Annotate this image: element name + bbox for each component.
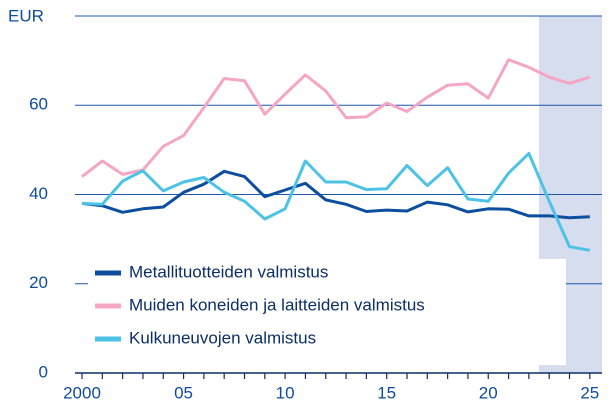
- legend-label: Muiden koneiden ja laitteiden valmistus: [129, 295, 425, 314]
- x-tick-label: 2000: [63, 383, 101, 402]
- legend-label: Metallituotteiden valmistus: [129, 262, 328, 281]
- y-tick-label: 20: [29, 273, 48, 292]
- x-tick-label: 05: [174, 383, 193, 402]
- y-tick-label: 0: [39, 362, 48, 381]
- x-tick-label: 20: [479, 383, 498, 402]
- y-tick-label: 60: [29, 95, 48, 114]
- legend-box: [88, 259, 566, 365]
- x-tick-label: 15: [377, 383, 396, 402]
- line-series: [81, 151, 591, 252]
- y-tick-label: 40: [29, 184, 48, 203]
- y-unit: EUR: [8, 6, 44, 25]
- line-series: [81, 58, 591, 178]
- line-series: [81, 169, 590, 220]
- legend-label: Kulkuneuvojen valmistus: [129, 328, 316, 347]
- x-tick-label: 25: [580, 383, 599, 402]
- x-tick-label: 10: [276, 383, 295, 402]
